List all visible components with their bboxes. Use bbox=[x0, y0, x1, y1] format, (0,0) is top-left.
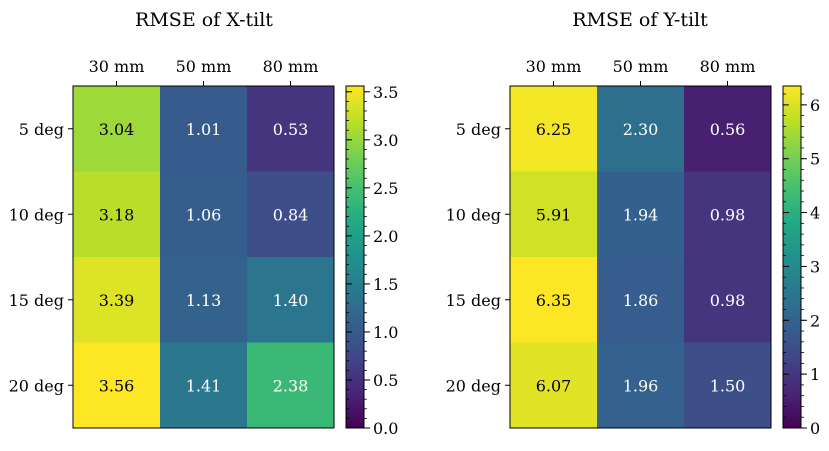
colorbar-tick-label: 2 bbox=[810, 311, 820, 330]
heatmap-cell bbox=[247, 342, 335, 429]
cell-value-label: 0.84 bbox=[273, 205, 309, 224]
cell-value-label: 6.25 bbox=[536, 120, 572, 139]
colorbar-tick-label: 1.5 bbox=[373, 275, 398, 294]
heatmap-panel-2: RMSE of Y-tilt 6.25 2.30 0.56 5.91 1.94 0.98 6.… bbox=[446, 9, 821, 438]
heatmap-cell bbox=[160, 171, 248, 258]
cell-value-label: 1.06 bbox=[186, 205, 222, 224]
heatmap-cell bbox=[597, 342, 685, 429]
heatmap-panel-1: RMSE of X-tilt 3.04 1.01 0.53 3.18 1.06 0.84 3.… bbox=[9, 9, 399, 438]
cell-value-label: 1.13 bbox=[186, 291, 222, 310]
cell-value-label: 1.94 bbox=[623, 205, 659, 224]
heatmap-cell bbox=[597, 171, 685, 258]
colorbar-tick-label: 3.0 bbox=[373, 131, 398, 150]
y-tick-label: 20 deg bbox=[446, 376, 501, 395]
heatmap-cell bbox=[73, 86, 161, 172]
cell-value-label: 1.40 bbox=[273, 291, 309, 310]
cell-value-label: 6.35 bbox=[536, 291, 572, 310]
heatmap-cell bbox=[247, 86, 335, 172]
heatmap-cell bbox=[597, 257, 685, 343]
cell-value-label: 5.91 bbox=[536, 205, 572, 224]
cell-value-label: 0.56 bbox=[710, 120, 746, 139]
heatmap-cell bbox=[247, 171, 335, 258]
chart-title: RMSE of Y-tilt bbox=[572, 9, 708, 31]
cell-value-label: 0.53 bbox=[273, 120, 309, 139]
heatmap-cell bbox=[160, 86, 248, 172]
cell-value-label: 0.98 bbox=[710, 291, 746, 310]
heatmap-cell bbox=[510, 342, 598, 429]
heatmap-cell bbox=[73, 257, 161, 343]
heatmap-cell bbox=[684, 257, 772, 343]
x-tick-label: 30 mm bbox=[526, 57, 582, 76]
cell-value-label: 1.96 bbox=[623, 376, 659, 395]
cell-value-label: 6.07 bbox=[536, 376, 572, 395]
x-tick-label: 50 mm bbox=[613, 57, 669, 76]
colorbar bbox=[782, 85, 802, 429]
colorbar bbox=[345, 85, 365, 429]
cell-value-label: 1.01 bbox=[186, 120, 222, 139]
cell-value-label: 3.39 bbox=[99, 291, 135, 310]
x-tick-label: 80 mm bbox=[700, 57, 756, 76]
cell-value-label: 2.30 bbox=[623, 120, 659, 139]
cell-value-label: 3.18 bbox=[99, 205, 135, 224]
colorbar-tick-label: 3 bbox=[810, 257, 820, 276]
colorbar-tick-label: 0.5 bbox=[373, 371, 398, 390]
heatmap-cell bbox=[684, 171, 772, 258]
cell-value-label: 1.86 bbox=[623, 291, 659, 310]
heatmap-cell bbox=[160, 342, 248, 429]
colorbar-tick-label: 5 bbox=[810, 150, 820, 169]
chart-title: RMSE of X-tilt bbox=[135, 9, 273, 31]
heatmap-cell bbox=[160, 257, 248, 343]
colorbar-tick-label: 1.0 bbox=[373, 323, 398, 342]
heatmap-cell bbox=[684, 86, 772, 172]
colorbar-tick-label: 1 bbox=[810, 365, 820, 384]
heatmap-cell bbox=[73, 171, 161, 258]
colorbar-tick-label: 6 bbox=[810, 96, 820, 115]
colorbar-tick-label: 4 bbox=[810, 204, 820, 223]
y-tick-label: 20 deg bbox=[9, 376, 64, 395]
heatmap-cell bbox=[73, 342, 161, 429]
y-tick-label: 5 deg bbox=[456, 120, 501, 139]
cell-value-label: 3.04 bbox=[99, 120, 135, 139]
x-tick-label: 80 mm bbox=[263, 57, 319, 76]
cell-value-label: 2.38 bbox=[273, 376, 309, 395]
y-tick-label: 5 deg bbox=[19, 120, 64, 139]
cell-value-label: 3.56 bbox=[99, 376, 135, 395]
cell-value-label: 0.98 bbox=[710, 205, 746, 224]
heatmap-cell bbox=[684, 342, 772, 429]
y-tick-label: 10 deg bbox=[9, 205, 64, 224]
colorbar-tick-label: 3.5 bbox=[373, 83, 398, 102]
y-tick-label: 15 deg bbox=[9, 291, 64, 310]
x-tick-label: 30 mm bbox=[89, 57, 145, 76]
heatmap-cell bbox=[510, 257, 598, 343]
colorbar-tick-label: 0.0 bbox=[373, 419, 398, 438]
heatmap-cell bbox=[510, 171, 598, 258]
heatmap-cell bbox=[247, 257, 335, 343]
heatmap-cell bbox=[510, 86, 598, 172]
cell-value-label: 1.50 bbox=[710, 376, 746, 395]
y-tick-label: 10 deg bbox=[446, 205, 501, 224]
x-tick-label: 50 mm bbox=[176, 57, 232, 76]
colorbar-tick-label: 2.0 bbox=[373, 227, 398, 246]
colorbar-tick-label: 2.5 bbox=[373, 179, 398, 198]
heatmap-cell bbox=[597, 86, 685, 172]
y-tick-label: 15 deg bbox=[446, 291, 501, 310]
colorbar-tick-label: 0 bbox=[810, 419, 820, 438]
cell-value-label: 1.41 bbox=[186, 376, 222, 395]
